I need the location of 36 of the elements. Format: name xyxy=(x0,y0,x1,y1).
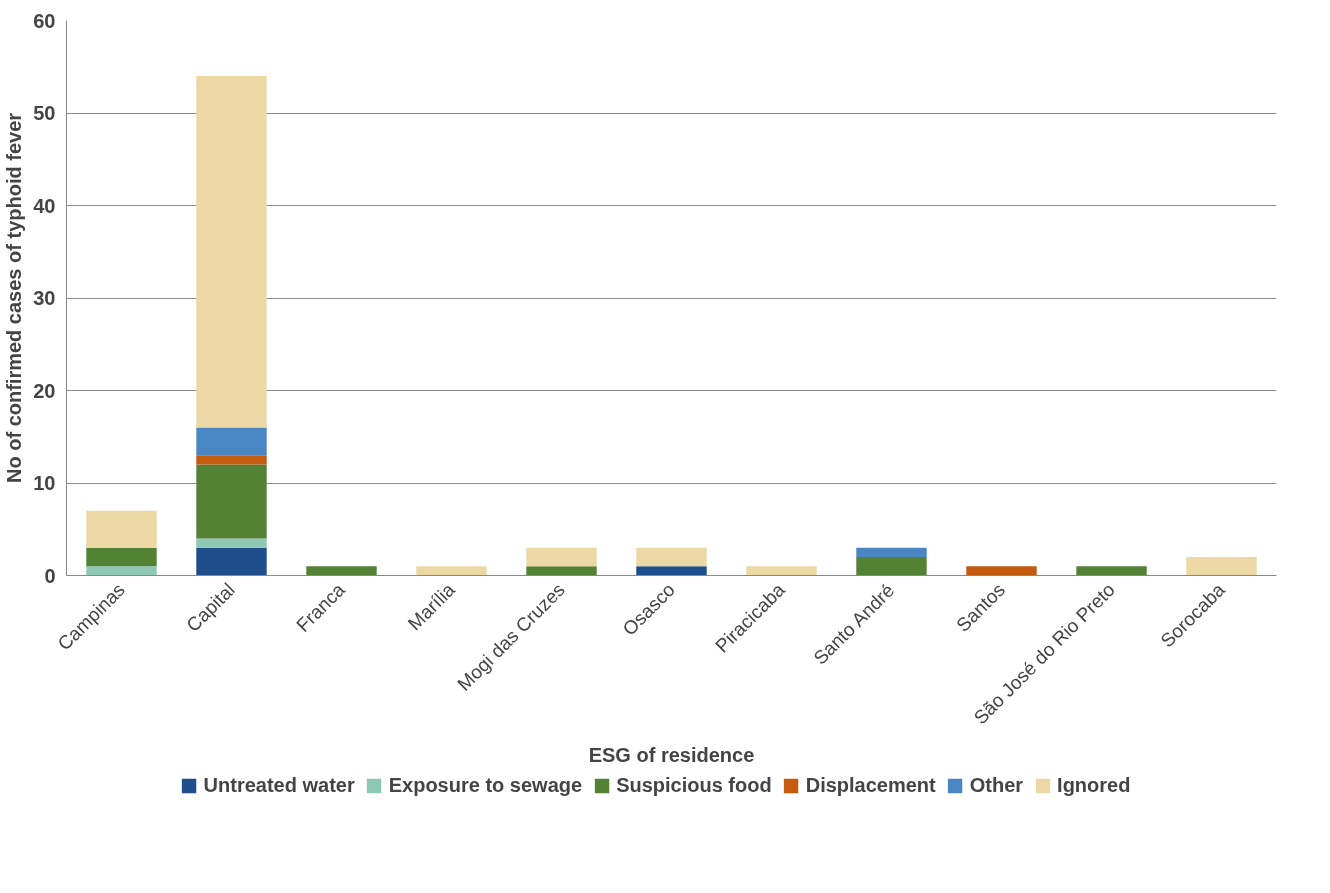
bar xyxy=(526,547,597,567)
y-tick-label: 30 xyxy=(33,287,56,309)
legend-label: Displacement xyxy=(805,773,936,797)
bar xyxy=(416,566,487,576)
bar xyxy=(856,557,927,576)
bar xyxy=(526,566,597,576)
y-axis-title: No of confirmed cases of typhoid fever xyxy=(3,112,26,484)
bar xyxy=(196,464,267,539)
bar xyxy=(196,427,267,456)
bar xyxy=(196,547,267,576)
x-axis-title: ESG of residence xyxy=(588,743,755,766)
bar xyxy=(1076,566,1147,576)
bar xyxy=(86,566,157,576)
legend-label: Ignored xyxy=(1057,773,1131,797)
bar xyxy=(86,510,157,548)
bar xyxy=(636,566,707,576)
legend-label: Untreated water xyxy=(203,773,355,797)
y-tick-label: 60 xyxy=(33,9,56,32)
bar xyxy=(196,538,267,548)
bar xyxy=(856,547,927,557)
bar xyxy=(86,547,157,567)
y-tick-label: 0 xyxy=(44,564,56,587)
bar xyxy=(1186,557,1257,576)
legend-label: Other xyxy=(969,773,1024,797)
y-tick-label: 10 xyxy=(33,472,56,494)
bar xyxy=(746,566,817,576)
y-tick-label: 20 xyxy=(33,379,56,402)
legend-label: Exposure to sewage xyxy=(388,773,583,797)
bar xyxy=(196,76,267,428)
y-tick-label: 40 xyxy=(33,194,56,217)
bar xyxy=(966,566,1037,576)
bar xyxy=(306,566,377,576)
bar xyxy=(636,547,707,567)
y-tick-label: 50 xyxy=(33,102,56,124)
legend-label: Suspicious food xyxy=(616,773,772,797)
bar xyxy=(196,455,267,465)
